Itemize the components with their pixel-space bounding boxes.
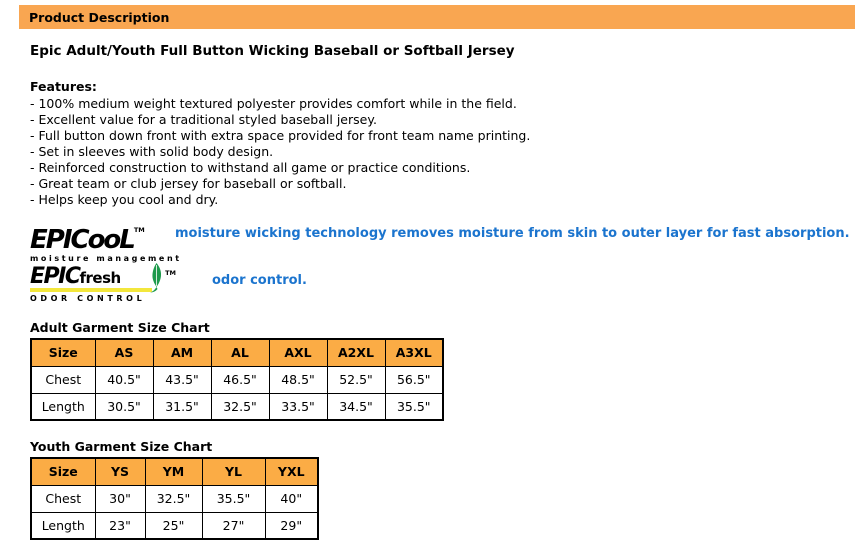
epicool-row: EPICooLTM moisture management moisture w… bbox=[30, 217, 855, 263]
table-cell: 25" bbox=[144, 511, 203, 540]
feature-item: - Great team or club jersey for baseball… bbox=[30, 176, 347, 191]
row-label: Length bbox=[30, 392, 96, 421]
table-cell: 40.5" bbox=[94, 365, 154, 394]
row-label: Chest bbox=[30, 484, 96, 513]
row-label: Length bbox=[30, 511, 96, 540]
column-header: AXL bbox=[268, 338, 328, 367]
table-cell: 23" bbox=[94, 511, 146, 540]
section-header-title: Product Description bbox=[29, 9, 170, 25]
features-heading: Features: bbox=[30, 79, 97, 94]
column-header: YXL bbox=[264, 457, 319, 486]
epicfresh-name-epic: EPIC bbox=[30, 264, 81, 289]
table-row: Chest 40.5" 43.5" 46.5" 48.5" 52.5" 56.5… bbox=[30, 365, 444, 394]
epicfresh-name-fresh: fresh bbox=[79, 269, 121, 287]
adult-size-chart-section: Adult Garment Size Chart Size AS AM AL A… bbox=[30, 320, 855, 421]
adult-chart-title: Adult Garment Size Chart bbox=[30, 320, 210, 335]
epicfresh-row: EPICfresh TM ODOR CONTROL odor control. bbox=[30, 263, 855, 303]
epicool-description: moisture wicking technology removes mois… bbox=[175, 226, 850, 241]
table-cell: 34.5" bbox=[326, 392, 386, 421]
epicool-wordmark: EPICooLTM bbox=[30, 217, 172, 253]
column-header: AL bbox=[210, 338, 270, 367]
epicfresh-subtext: ODOR CONTROL bbox=[30, 294, 146, 303]
table-cell: 30" bbox=[94, 484, 146, 513]
youth-size-chart-section: Youth Garment Size Chart Size YS YM YL Y… bbox=[30, 439, 855, 540]
table-cell: 52.5" bbox=[326, 365, 386, 394]
feature-item: - Reinforced construction to withstand a… bbox=[30, 160, 471, 175]
yellow-underline bbox=[30, 288, 152, 292]
epicfresh-logo: EPICfresh TM ODOR CONTROL bbox=[30, 263, 190, 303]
column-header: Size bbox=[30, 457, 96, 486]
table-cell: 35.5" bbox=[201, 484, 266, 513]
column-header: AM bbox=[152, 338, 212, 367]
table-cell: 48.5" bbox=[268, 365, 328, 394]
epicfresh-wordmark: EPICfresh TM bbox=[30, 263, 176, 293]
table-row: Chest 30" 32.5" 35.5" 40" bbox=[30, 484, 319, 513]
table-header-row: Size YS YM YL YXL bbox=[30, 457, 319, 486]
product-title: Epic Adult/Youth Full Button Wicking Bas… bbox=[30, 43, 515, 59]
section-header-bar: Product Description bbox=[19, 5, 855, 29]
epicool-subtext: moisture management bbox=[30, 254, 182, 263]
table-row: Length 23" 25" 27" 29" bbox=[30, 511, 319, 540]
epicool-name: EPICooL bbox=[30, 225, 136, 255]
table-header-row: Size AS AM AL AXL A2XL A3XL bbox=[30, 338, 444, 367]
column-header: YM bbox=[144, 457, 203, 486]
trademark-symbol: TM bbox=[133, 226, 145, 234]
product-description-content: Epic Adult/Youth Full Button Wicking Bas… bbox=[0, 43, 855, 540]
column-header: YL bbox=[201, 457, 266, 486]
table-cell: 30.5" bbox=[94, 392, 154, 421]
table-cell: 32.5" bbox=[144, 484, 203, 513]
feature-item: - Full button down front with extra spac… bbox=[30, 128, 531, 143]
table-cell: 35.5" bbox=[384, 392, 444, 421]
adult-size-table: Size AS AM AL AXL A2XL A3XL Chest 40.5" … bbox=[30, 338, 444, 421]
table-cell: 33.5" bbox=[268, 392, 328, 421]
column-header: YS bbox=[94, 457, 146, 486]
epicfresh-description: odor control. bbox=[212, 273, 307, 288]
feature-item: - 100% medium weight textured polyester … bbox=[30, 96, 517, 111]
table-cell: 40" bbox=[264, 484, 319, 513]
column-header: Size bbox=[30, 338, 96, 367]
feature-item: - Excellent value for a traditional styl… bbox=[30, 112, 377, 127]
feature-item: - Set in sleeves with solid body design. bbox=[30, 144, 274, 159]
feature-item: - Helps keep you cool and dry. bbox=[30, 192, 219, 207]
row-label: Chest bbox=[30, 365, 96, 394]
table-cell: 56.5" bbox=[384, 365, 444, 394]
leaf-icon bbox=[149, 263, 164, 299]
table-cell: 32.5" bbox=[210, 392, 270, 421]
table-cell: 31.5" bbox=[152, 392, 212, 421]
features-section: Features: - 100% medium weight textured … bbox=[30, 79, 855, 208]
column-header: AS bbox=[94, 338, 154, 367]
youth-size-table: Size YS YM YL YXL Chest 30" 32.5" 35.5" … bbox=[30, 457, 319, 540]
table-cell: 43.5" bbox=[152, 365, 212, 394]
epicool-logo: EPICooLTM moisture management bbox=[30, 217, 182, 263]
table-row: Length 30.5" 31.5" 32.5" 33.5" 34.5" 35.… bbox=[30, 392, 444, 421]
table-cell: 27" bbox=[201, 511, 266, 540]
youth-chart-title: Youth Garment Size Chart bbox=[30, 439, 213, 454]
trademark-symbol: TM bbox=[165, 269, 176, 277]
column-header: A3XL bbox=[384, 338, 444, 367]
table-cell: 29" bbox=[264, 511, 319, 540]
column-header: A2XL bbox=[326, 338, 386, 367]
table-cell: 46.5" bbox=[210, 365, 270, 394]
